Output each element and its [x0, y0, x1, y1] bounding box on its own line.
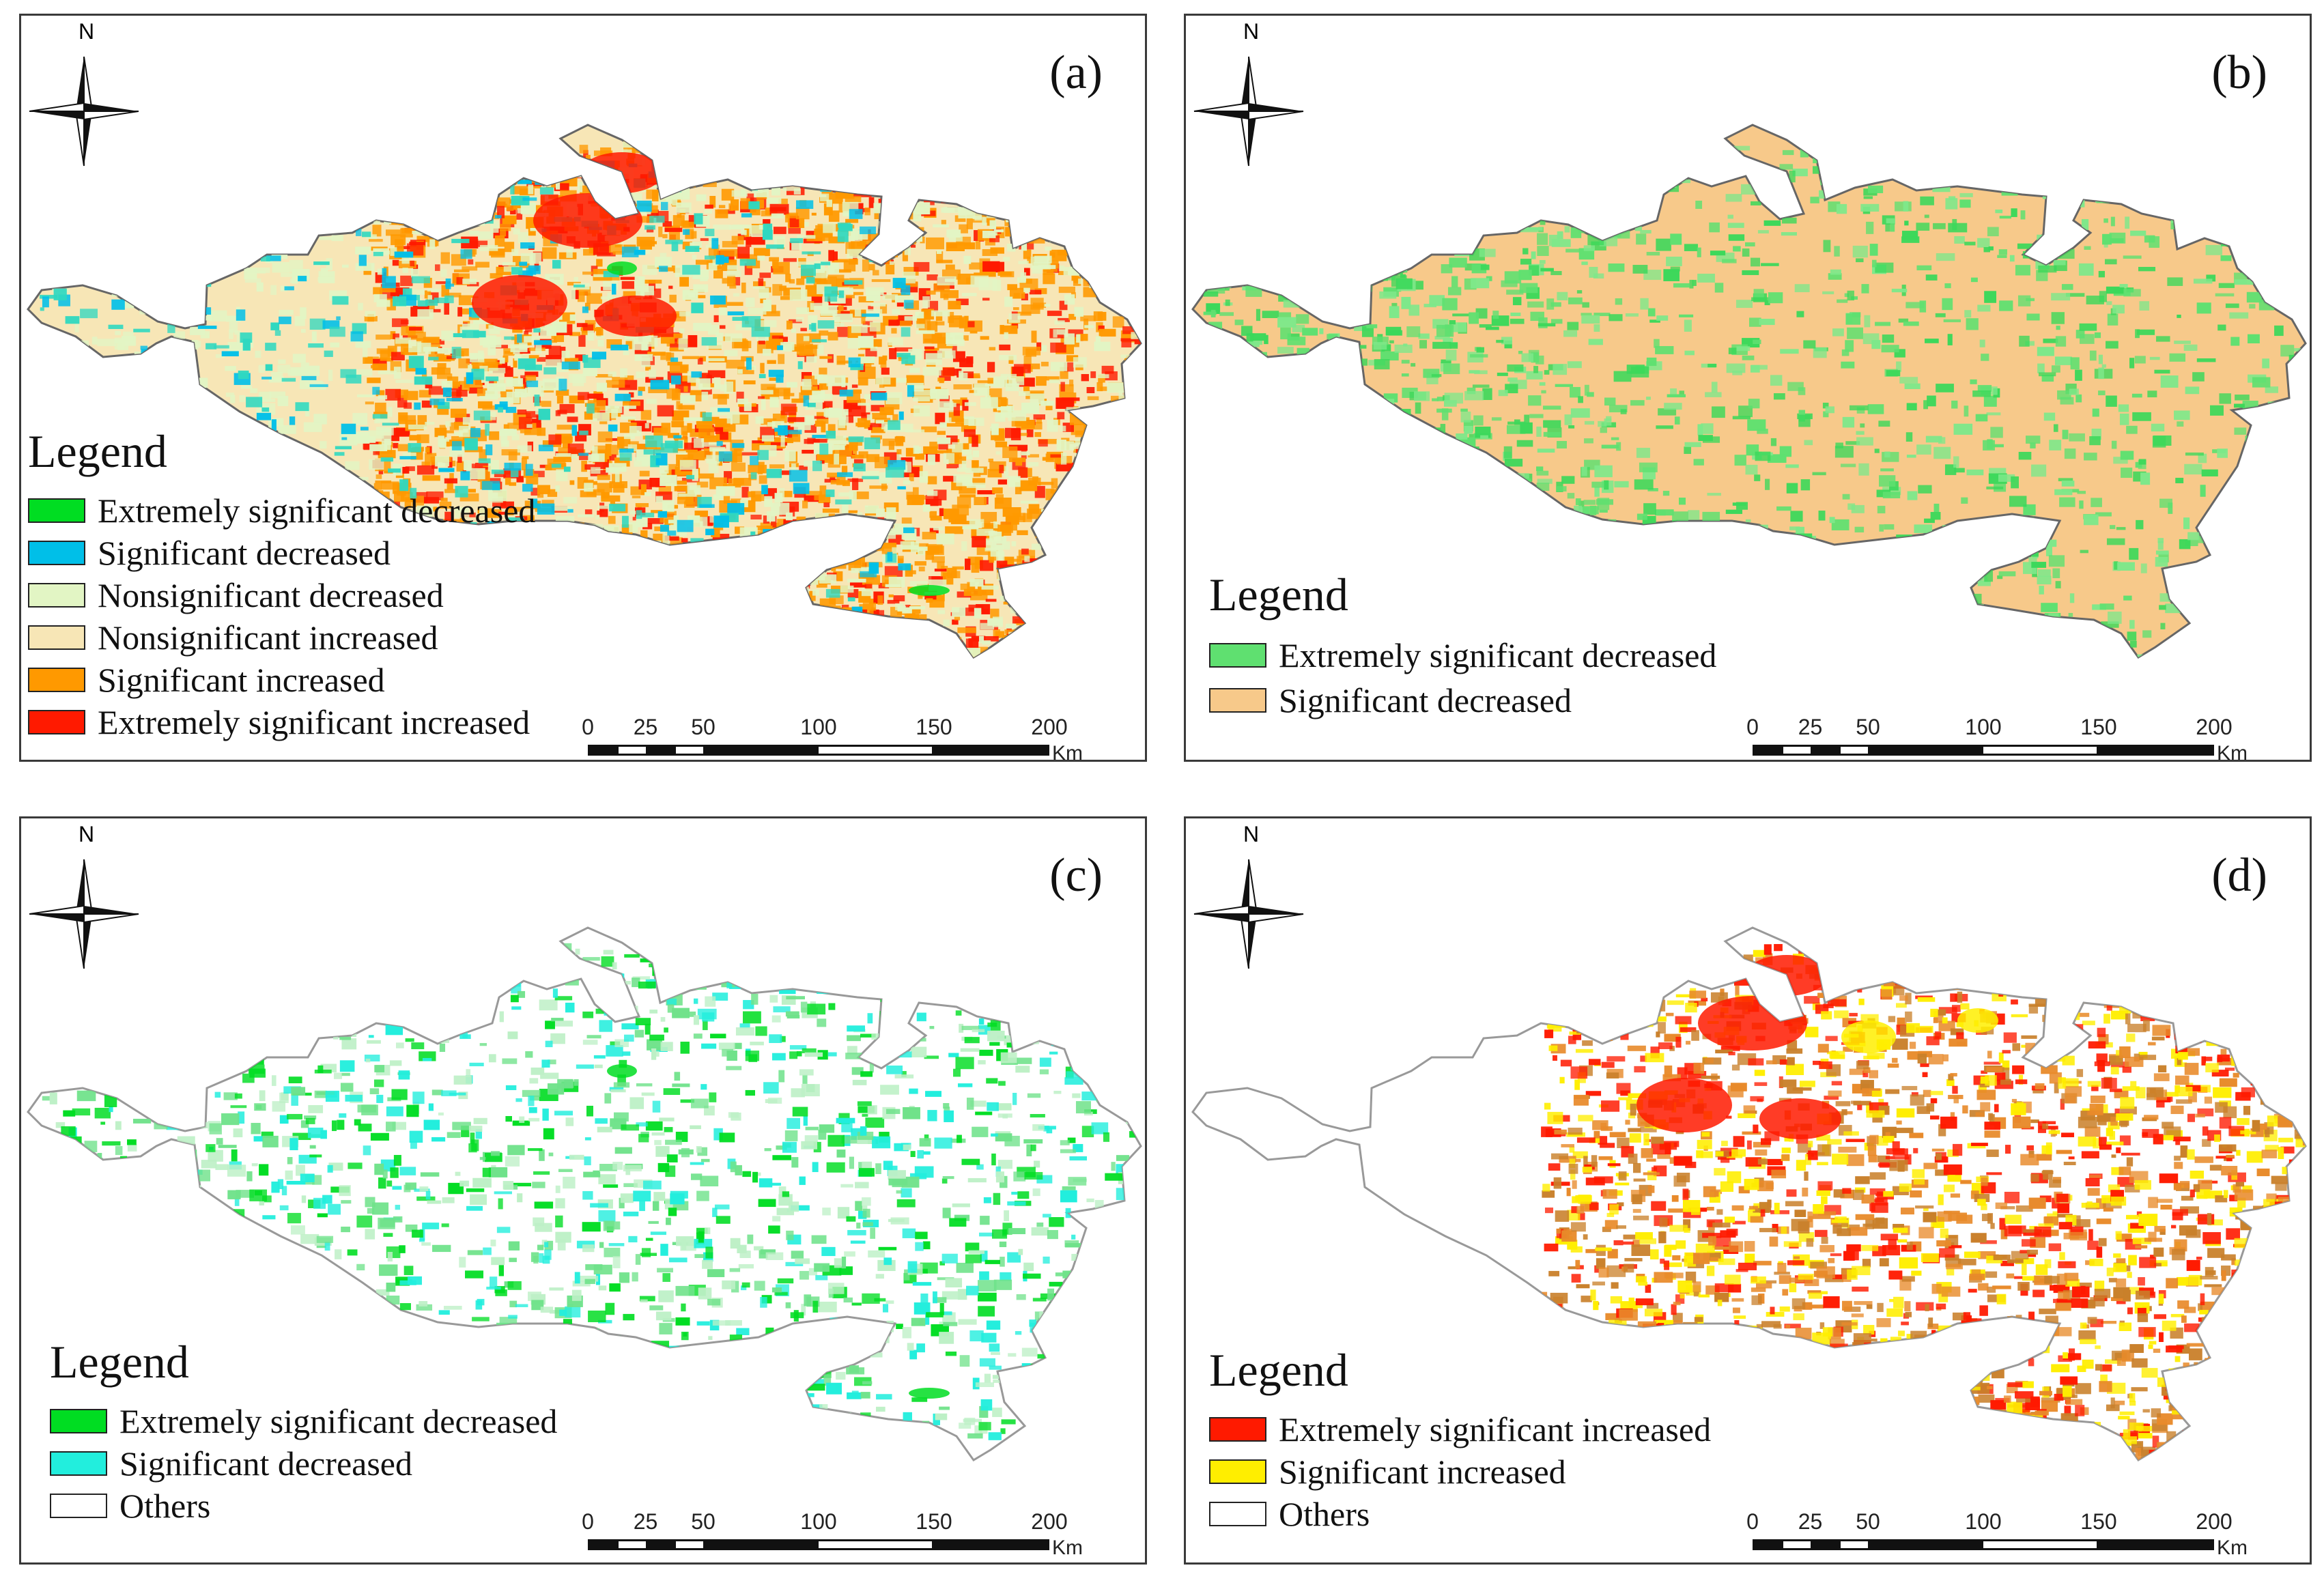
legend-item: Extremely significant decreased [1209, 633, 1716, 678]
legend-item: Extremely significant decreased [28, 489, 535, 532]
legend-swatch [28, 625, 85, 650]
scale-tick: 100 [800, 1509, 836, 1534]
legend-swatch [50, 1494, 107, 1518]
north-arrow-icon: N [1186, 818, 1322, 982]
scale-tick: 25 [1798, 715, 1823, 740]
legend-item: Significant decreased [1209, 678, 1716, 723]
scale-bar-track [588, 745, 1049, 756]
scale-tick: 25 [634, 715, 658, 740]
legend-item: Significant decreased [28, 532, 535, 574]
scale-unit: Km [2217, 1537, 2248, 1560]
scale-tick: 200 [2196, 715, 2232, 740]
scale-tick: 50 [691, 1509, 715, 1534]
scale-bar-track [588, 1539, 1049, 1550]
legend-item: Others [1209, 1493, 1711, 1535]
north-arrow-icon: N [21, 16, 158, 180]
scale-tick: 100 [1965, 715, 2001, 740]
scale-bar-track [1753, 745, 2214, 756]
legend-swatch [28, 498, 85, 523]
legend-title: Legend [50, 1334, 557, 1389]
scale-tick: 0 [582, 715, 594, 740]
scale-tick: 50 [691, 715, 715, 740]
legend-swatch [1209, 688, 1266, 713]
legend-swatch [1209, 1459, 1266, 1484]
legend: Legend Extremely significant increased S… [1209, 1343, 1711, 1535]
scale-bar-track [1753, 1539, 2214, 1550]
map-panel-b: N (b) Legend Extremely significant decre… [1184, 14, 2312, 762]
legend-item: Others [50, 1485, 557, 1527]
scale-tick: 150 [916, 715, 952, 740]
legend: Legend Extremely significant decreased S… [1209, 567, 1716, 723]
panel-label: (c) [1049, 848, 1103, 903]
scale-tick: 50 [1856, 715, 1880, 740]
scale-tick: 100 [1965, 1509, 2001, 1534]
legend-swatch [50, 1451, 107, 1476]
scale-tick: 150 [2080, 715, 2116, 740]
legend-swatch [1209, 1417, 1266, 1442]
scale-tick: 200 [1031, 1509, 1067, 1534]
legend-swatch [28, 668, 85, 692]
panel-label: (b) [2211, 46, 2267, 100]
scale-tick: 25 [1798, 1509, 1823, 1534]
scale-tick: 0 [1746, 1509, 1759, 1534]
legend-swatch [50, 1409, 107, 1433]
legend-item: Nonsignificant increased [28, 616, 535, 659]
scale-tick: 150 [2080, 1509, 2116, 1534]
legend-item: Extremely significant decreased [50, 1400, 557, 1442]
scale-bar: 0 25 50 100 150 200 Km [588, 715, 1107, 769]
map-panel-d: N (d) Legend Extremely significant incre… [1184, 816, 2312, 1565]
scale-tick: 200 [1031, 715, 1067, 740]
legend-swatch [1209, 643, 1266, 668]
legend-swatch [1209, 1502, 1266, 1526]
scale-tick: 50 [1856, 1509, 1880, 1534]
legend-item: Nonsignificant decreased [28, 574, 535, 616]
legend-item: Significant increased [28, 659, 535, 701]
scale-bar: 0 25 50 100 150 200 Km [1753, 715, 2271, 769]
scale-tick: 0 [1746, 715, 1759, 740]
scale-bar: 0 25 50 100 150 200 Km [588, 1509, 1107, 1564]
scale-bar: 0 25 50 100 150 200 Km [1753, 1509, 2271, 1564]
scale-unit: Km [2217, 742, 2248, 765]
north-arrow-icon: N [21, 818, 158, 982]
legend-swatch [28, 583, 85, 608]
legend-item: Significant decreased [50, 1442, 557, 1485]
legend: Legend Extremely significant decreased S… [50, 1334, 557, 1527]
legend-swatch [28, 541, 85, 565]
legend-item: Extremely significant increased [1209, 1408, 1711, 1451]
legend-item: Significant increased [1209, 1451, 1711, 1493]
scale-tick: 25 [634, 1509, 658, 1534]
scale-tick: 100 [800, 715, 836, 740]
legend-title: Legend [1209, 1343, 1711, 1397]
scale-tick: 200 [2196, 1509, 2232, 1534]
legend-title: Legend [1209, 567, 1716, 622]
legend: Legend Extremely significant decreased S… [28, 424, 535, 743]
scale-unit: Km [1052, 742, 1083, 765]
scale-tick: 150 [916, 1509, 952, 1534]
legend-item: Extremely significant increased [28, 701, 535, 743]
map-panel-a: N (a) Legend Extremely significant decre… [19, 14, 1147, 762]
north-arrow-icon: N [1186, 16, 1322, 180]
scale-tick: 0 [582, 1509, 594, 1534]
legend-title: Legend [28, 424, 535, 479]
legend-swatch [28, 710, 85, 734]
scale-unit: Km [1052, 1537, 1083, 1560]
map-panel-c: N (c) Legend Extremely significant decre… [19, 816, 1147, 1565]
panel-label: (d) [2211, 848, 2267, 903]
panel-label: (a) [1049, 46, 1103, 100]
